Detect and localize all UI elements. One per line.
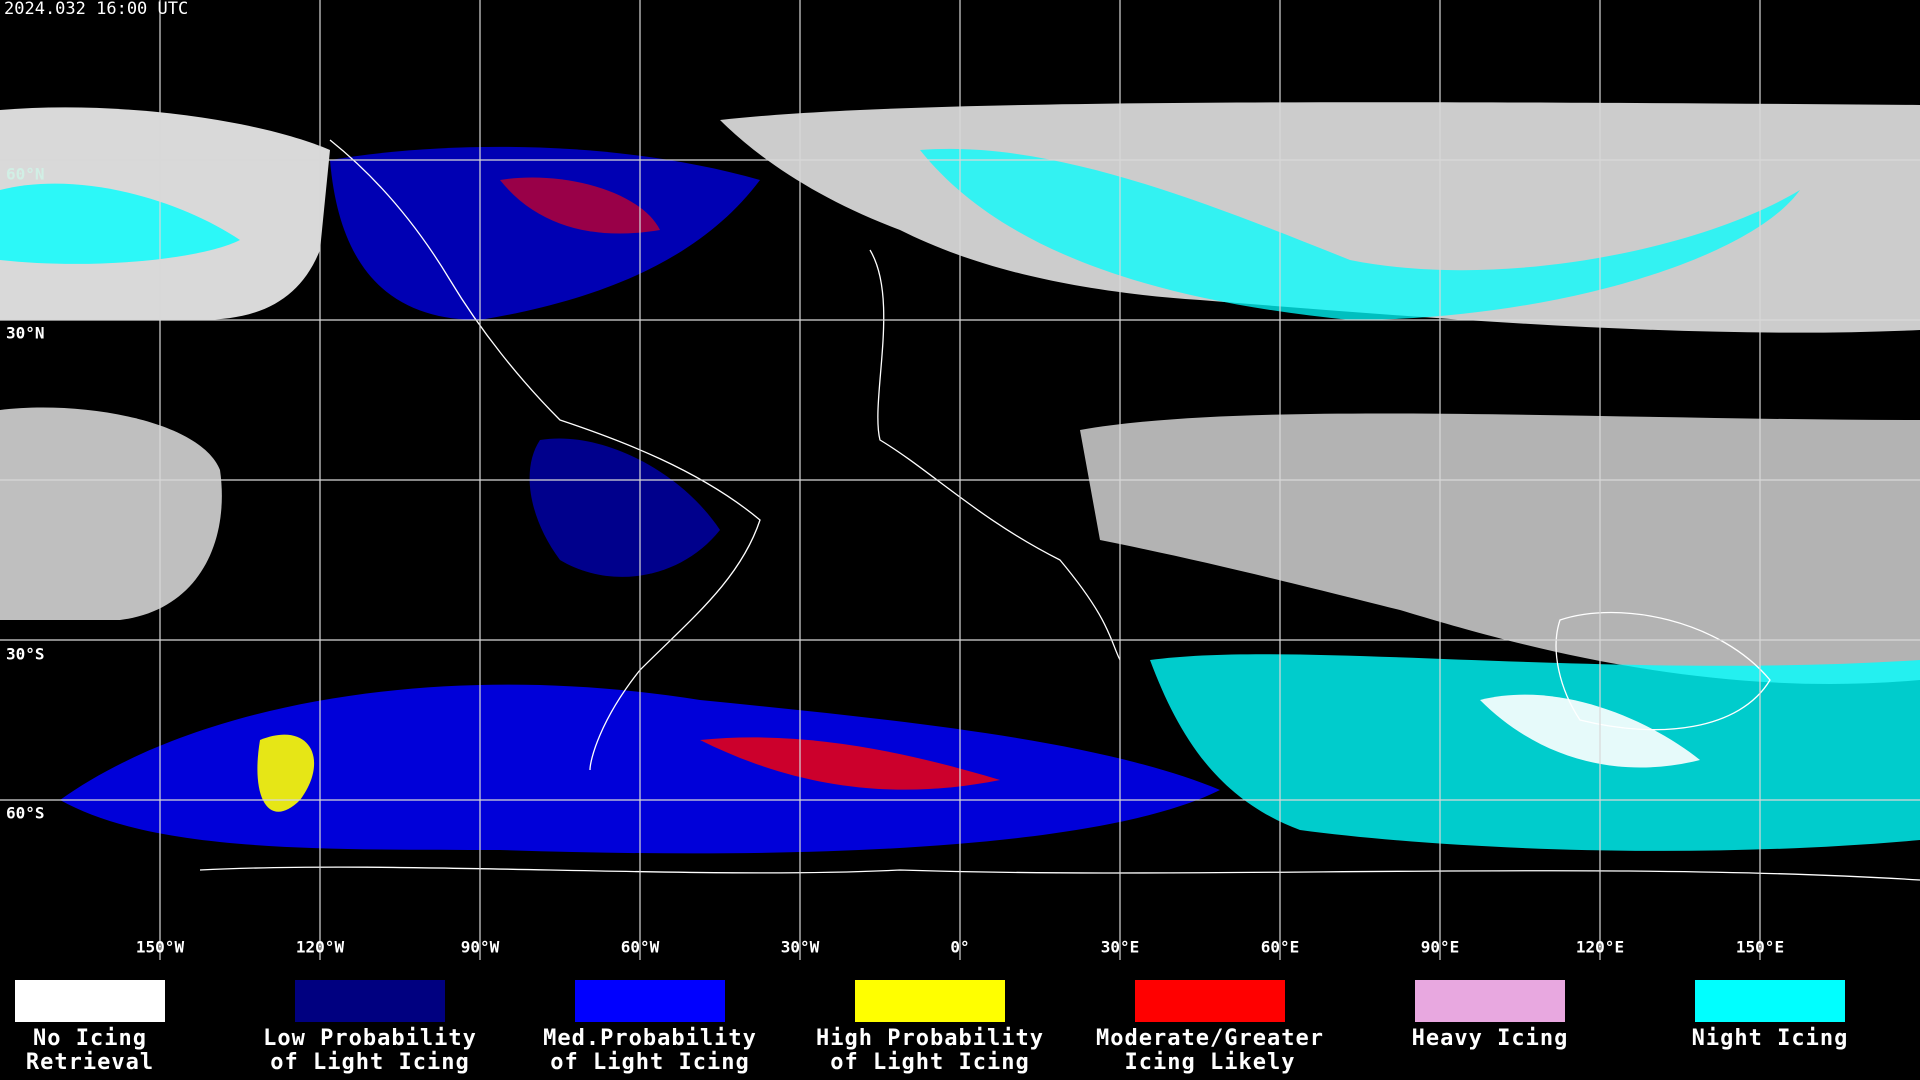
coastline <box>1555 611 1771 731</box>
coastline <box>199 866 1920 881</box>
legend-swatch <box>855 980 1005 1022</box>
longitude-label: 60°E <box>1261 938 1300 957</box>
legend-label: Icing Likely <box>1125 1050 1296 1075</box>
graticule <box>0 0 1920 960</box>
longitude-label: 120°W <box>296 938 345 957</box>
map-labels: 60°N 30°N 30°S 60°S 150°W 120°W 90°W 60°W 30°W 0°… <box>6 165 1784 957</box>
longitude-label: 90°W <box>461 938 500 957</box>
legend-swatch <box>1415 980 1565 1022</box>
longitude-label: 30°E <box>1101 938 1140 957</box>
legend-swatch <box>15 980 165 1022</box>
legend-swatch <box>575 980 725 1022</box>
cloud-field <box>0 407 222 620</box>
longitude-label: 150°E <box>1736 938 1784 957</box>
latitude-label: 60°S <box>6 804 45 823</box>
longitude-label: 90°E <box>1421 938 1460 957</box>
legend-swatch <box>1135 980 1285 1022</box>
longitude-label: 120°E <box>1576 938 1624 957</box>
legend-label: Med.Probability <box>543 1026 757 1051</box>
legend-label: of Light Icing <box>270 1050 469 1075</box>
legend-label: Night Icing <box>1692 1026 1849 1051</box>
cloud-field <box>1150 654 1920 851</box>
legend-label: Retrieval <box>26 1050 154 1075</box>
legend-label: Low Probability <box>263 1026 477 1051</box>
legend-label: No Icing <box>33 1026 147 1051</box>
longitude-label: 0° <box>950 938 969 957</box>
longitude-label: 30°W <box>781 938 820 957</box>
timestamp: 2024.032 16:00 UTC <box>4 0 188 19</box>
legend-label: of Light Icing <box>830 1050 1029 1075</box>
latitude-label: 60°N <box>6 165 45 184</box>
legend-swatch <box>1695 980 1845 1022</box>
icing-field <box>700 737 1000 790</box>
legend-swatch <box>295 980 445 1022</box>
legend-label: Heavy Icing <box>1412 1026 1569 1051</box>
legend-label: of Light Icing <box>550 1050 749 1075</box>
icing-field <box>529 438 720 577</box>
icing-field <box>500 177 660 234</box>
longitude-label: 150°W <box>136 938 185 957</box>
legend-label: Moderate/Greater <box>1096 1026 1324 1051</box>
cloud-field <box>920 148 1800 320</box>
latitude-label: 30°N <box>6 324 45 343</box>
cloud-field <box>1480 694 1700 768</box>
icing-field <box>330 146 760 320</box>
legend-label: High Probability <box>816 1026 1044 1051</box>
latitude-label: 30°S <box>6 645 45 664</box>
cloud-field <box>0 183 240 264</box>
icing-field <box>257 734 315 812</box>
cloud-field <box>1080 413 1920 684</box>
longitude-label: 60°W <box>621 938 660 957</box>
